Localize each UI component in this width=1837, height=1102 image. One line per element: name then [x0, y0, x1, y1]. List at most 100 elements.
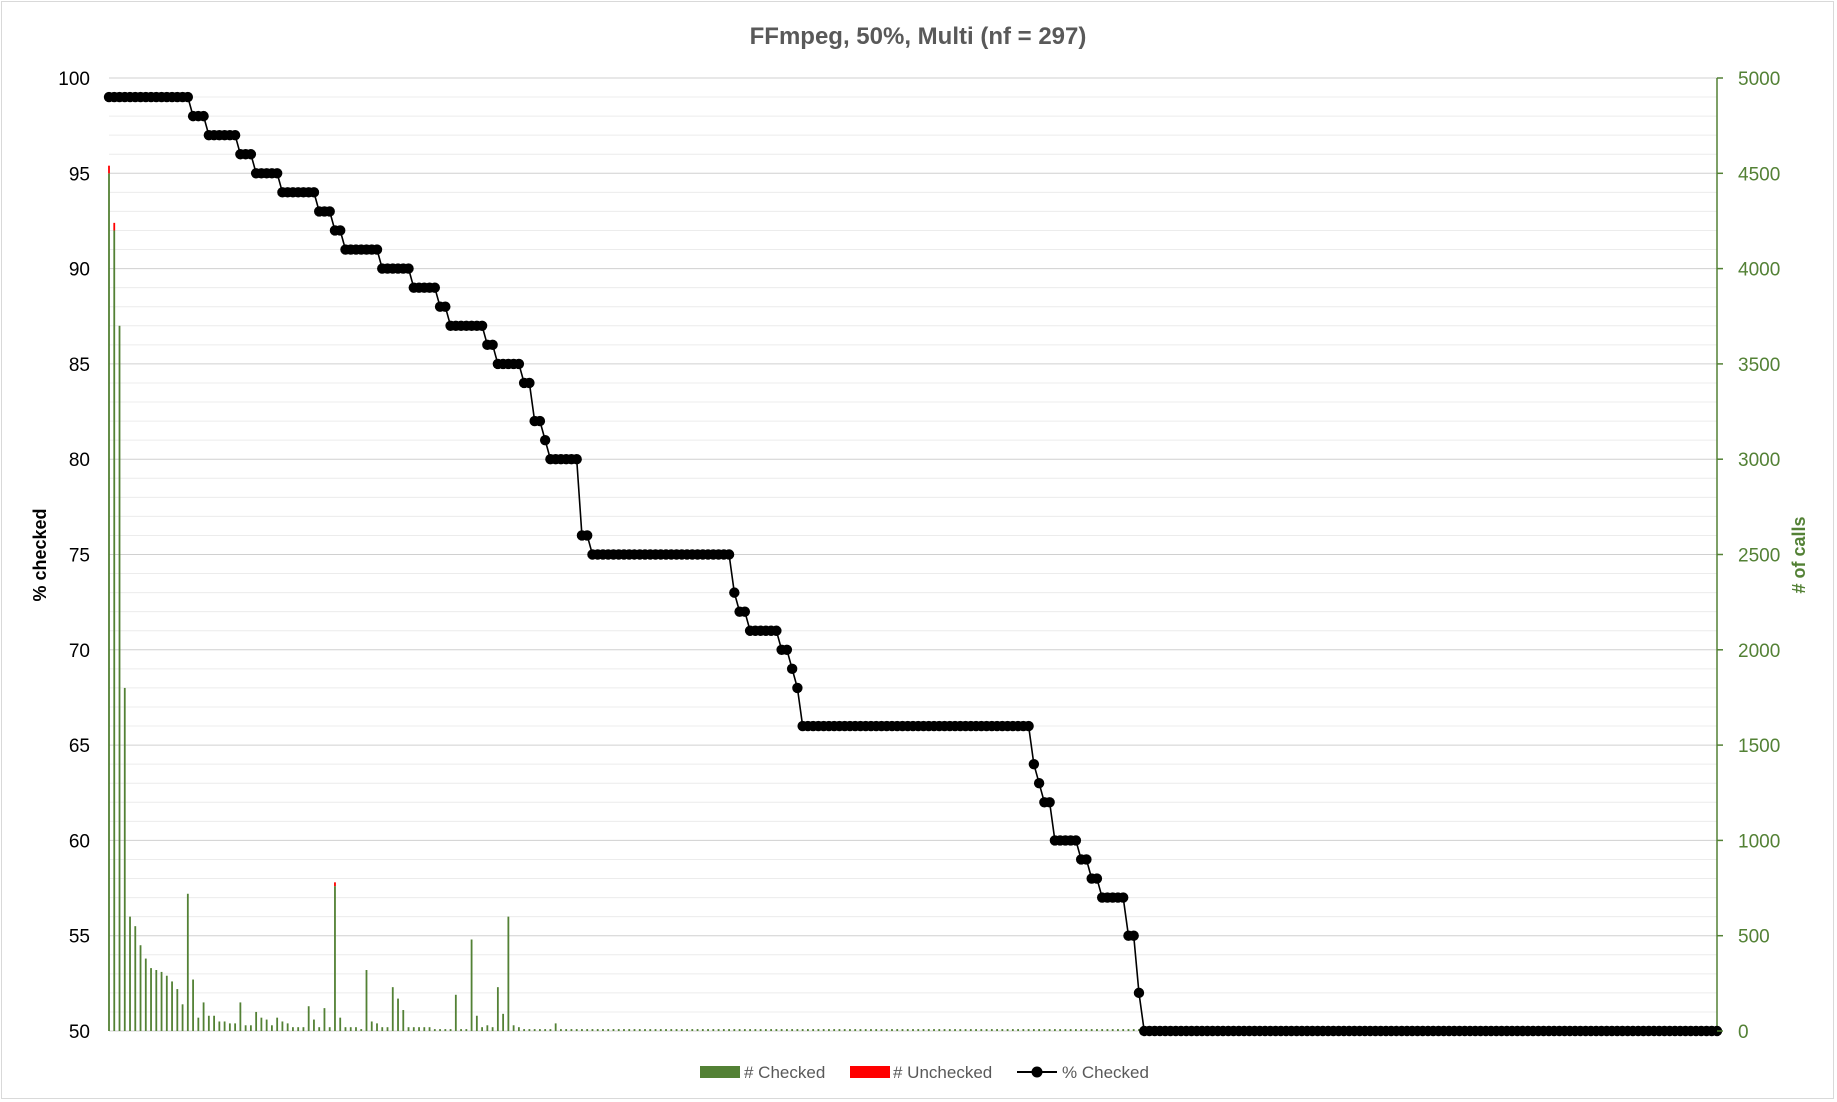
checked-bar — [591, 1029, 594, 1031]
checked-bar — [313, 1019, 315, 1031]
checked-bar — [933, 1029, 935, 1031]
checked-bar — [223, 1021, 226, 1031]
checked-bar — [181, 1004, 184, 1031]
checked-bar — [665, 1029, 667, 1031]
checked-bar — [381, 1027, 384, 1031]
checked-bar — [391, 987, 394, 1031]
checked-bar — [1059, 1029, 1062, 1031]
checked-bar — [428, 1027, 431, 1031]
checked-bar — [849, 1029, 851, 1031]
checked-bar — [213, 1015, 215, 1031]
checked-bar — [407, 1027, 410, 1031]
checked-bar — [675, 1029, 678, 1031]
checked-bar — [680, 1029, 683, 1031]
percent-point — [403, 263, 414, 274]
percent-point — [524, 377, 535, 389]
checked-bar — [1001, 1029, 1004, 1031]
left-tick-label: 100 — [58, 69, 90, 90]
checked-bar — [612, 1029, 615, 1031]
checked-bar — [570, 1029, 573, 1031]
checked-bar — [292, 1027, 294, 1031]
checked-bar — [255, 1011, 258, 1031]
percent-point — [245, 149, 257, 160]
checked-bar — [717, 1029, 720, 1031]
checked-bar — [186, 893, 189, 1031]
checked-bar — [554, 1023, 557, 1031]
checked-bar — [985, 1029, 988, 1031]
percent-point — [792, 682, 803, 694]
checked-bar — [807, 1029, 809, 1031]
checked-bar — [638, 1029, 641, 1031]
percent-point — [739, 606, 751, 617]
checked-bar — [801, 1029, 804, 1031]
checked-bar — [539, 1029, 541, 1031]
left-tick-label: 75 — [69, 546, 90, 567]
checked-bar — [990, 1029, 993, 1031]
right-axis-title: # of calls — [1789, 516, 1809, 593]
checked-bar — [1038, 1029, 1041, 1031]
percent-point — [1033, 778, 1045, 789]
left-tick-label: 55 — [69, 927, 90, 948]
checked-bar — [344, 1027, 347, 1031]
checked-bar — [633, 1029, 636, 1031]
checked-bar — [512, 1025, 515, 1031]
percent-point — [1044, 797, 1055, 808]
checked-bar — [728, 1029, 730, 1031]
checked-bar — [271, 1025, 273, 1031]
checked-bar — [854, 1029, 857, 1031]
checked-bar — [360, 1029, 363, 1031]
chart-title: FFmpeg, 50%, Multi (nf = 297) — [750, 23, 1087, 50]
percent-point — [308, 187, 320, 198]
checked-bar — [439, 1029, 441, 1031]
checked-bar — [260, 1017, 263, 1031]
checked-bar — [948, 1029, 951, 1031]
checked-bar — [586, 1029, 589, 1031]
right-tick-label: 1500 — [1738, 736, 1780, 757]
checked-bar — [249, 1025, 252, 1031]
percent-point — [440, 301, 451, 312]
checked-bar — [507, 916, 510, 1031]
percent-point — [429, 282, 441, 293]
checked-bar — [927, 1029, 930, 1031]
checked-bar — [318, 1027, 321, 1031]
checked-bar — [1138, 1029, 1140, 1031]
checked-bar — [239, 1002, 242, 1031]
unchecked-bar — [113, 222, 116, 231]
legend-checked-label: # Checked — [744, 1063, 825, 1082]
checked-bar — [691, 1029, 694, 1031]
checked-bar — [339, 1017, 342, 1031]
checked-bar — [265, 1019, 268, 1031]
checked-bar — [943, 1029, 946, 1031]
checked-bar — [707, 1029, 709, 1031]
checked-bar — [1048, 1029, 1051, 1031]
legend-line-marker — [1031, 1066, 1043, 1078]
checked-bar — [349, 1027, 352, 1031]
checked-bar — [475, 1015, 478, 1031]
checked-bar — [276, 1017, 279, 1031]
checked-bar — [822, 1029, 825, 1031]
percent-point — [581, 530, 593, 541]
checked-bar — [165, 975, 168, 1031]
checked-bar — [449, 1029, 452, 1031]
left-tick-label: 65 — [69, 736, 90, 757]
checked-bar — [817, 1029, 820, 1031]
checked-bar — [575, 1029, 578, 1031]
right-tick-label: 5000 — [1738, 69, 1780, 90]
checked-bar — [444, 1029, 447, 1031]
checked-bar — [228, 1023, 231, 1031]
checked-bar — [533, 1029, 536, 1031]
checked-bar — [1090, 1029, 1093, 1031]
checked-bar — [386, 1027, 389, 1031]
left-tick-label: 80 — [69, 450, 90, 471]
checked-bar — [969, 1029, 972, 1031]
checked-bar — [1069, 1029, 1072, 1031]
checked-bar — [1111, 1029, 1114, 1031]
checked-bar — [701, 1029, 704, 1031]
checked-bar — [896, 1029, 899, 1031]
checked-bar — [376, 1023, 378, 1031]
checked-bar — [722, 1029, 725, 1031]
checked-bar — [297, 1027, 300, 1031]
checked-bar — [496, 987, 499, 1031]
checked-bar — [686, 1029, 688, 1031]
percent-line-path — [109, 96, 1717, 1032]
